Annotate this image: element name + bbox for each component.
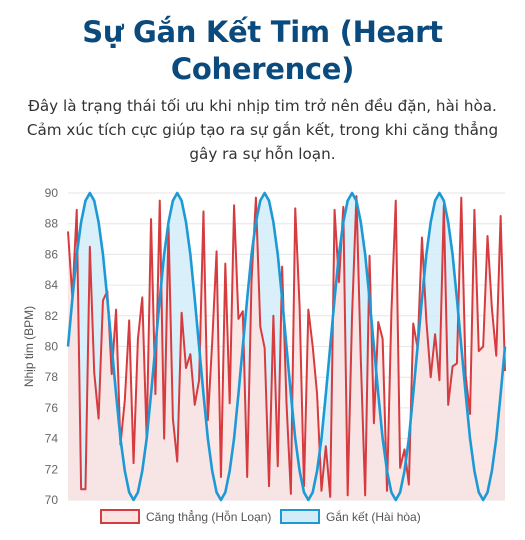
legend-item-coherence[interactable]: Gắn kết (Hài hòa) <box>280 509 421 524</box>
page-title: Sự Gắn Kết Tim (Heart Coherence) <box>82 15 443 86</box>
y-tick-label-70: 70 <box>45 493 59 507</box>
legend-item-stress-label: Căng thẳng (Hỗn Loạn) <box>146 509 271 524</box>
y-tick-label-82: 82 <box>45 309 59 323</box>
y-tick-label-88: 88 <box>45 217 59 231</box>
y-tick-label-78: 78 <box>45 370 59 384</box>
y-axis-ticks: 70 72 74 76 78 80 82 84 86 88 90 <box>45 186 59 507</box>
legend-item-coherence-label: Gắn kết (Hài hòa) <box>326 509 421 524</box>
legend-item-stress[interactable]: Căng thẳng (Hỗn Loạn) <box>100 509 271 524</box>
series-area-stress <box>68 196 505 500</box>
y-tick-label-84: 84 <box>45 278 59 292</box>
y-axis-label: Nhịp tim (BPM) <box>22 306 36 387</box>
series-lines <box>66 191 507 502</box>
series-line-coherence <box>66 191 507 502</box>
legend-item-stress-swatch <box>100 509 140 524</box>
y-tick-label-76: 76 <box>45 401 59 415</box>
series-line-stress <box>67 195 506 498</box>
y-tick-label-86: 86 <box>45 247 59 261</box>
legend: Căng thẳng (Hỗn Loạn) Gắn kết (Hài hòa) <box>100 509 421 524</box>
y-tick-label-90: 90 <box>45 186 59 200</box>
y-tick-label-74: 74 <box>45 432 59 446</box>
y-tick-label-72: 72 <box>45 462 59 476</box>
y-tick-label-80: 80 <box>45 340 59 354</box>
page-description: Đây là trạng thái tối ưu khi nhịp tim tr… <box>26 97 499 163</box>
legend-item-coherence-swatch <box>280 509 320 524</box>
